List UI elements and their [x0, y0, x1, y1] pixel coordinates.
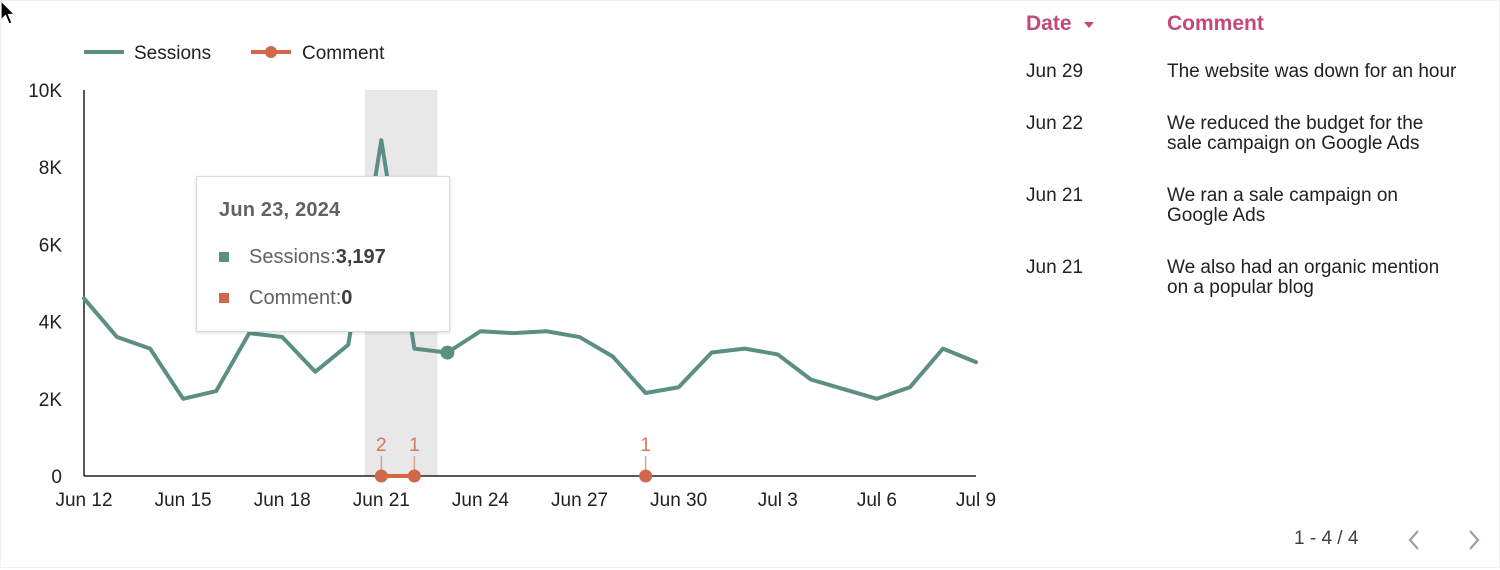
row-comment: The website was down for an hour [1167, 62, 1497, 82]
y-axis-ticks: 0 2K 4K 6K 8K 10K [28, 81, 62, 488]
legend-sessions-label: Sessions [134, 43, 211, 64]
row-comment: We reduced the budget for the sale campa… [1167, 114, 1497, 154]
tooltip-sessions-label: Sessions: [249, 245, 336, 268]
column-header-comment[interactable]: Comment [1167, 12, 1264, 35]
row-comment-line: sale campaign on Google Ads [1167, 133, 1420, 154]
x-tick-label: Jun 27 [551, 490, 608, 511]
y-tick-label: 2K [39, 390, 63, 411]
comment-count-label: 1 [409, 435, 420, 456]
y-tick-label: 6K [39, 235, 63, 256]
tooltip-comment-label: Comment: [249, 286, 342, 309]
legend-item-sessions[interactable]: Sessions [84, 43, 211, 64]
comment-count-label: 2 [376, 435, 387, 456]
tooltip-sessions-value: 3,197 [335, 245, 386, 268]
row-date: Jun 21 [1026, 185, 1084, 206]
row-comment-line: We also had an organic mention [1167, 257, 1440, 278]
x-tick-label: Jul 3 [758, 490, 798, 511]
chart-tooltip: Jun 23, 2024 Sessions: 3,197 Comment: 0 [196, 176, 450, 332]
tooltip-title: Jun 23, 2024 [219, 199, 341, 221]
row-comment-line: We ran a sale campaign on [1167, 185, 1398, 206]
x-tick-label: Jun 12 [55, 490, 112, 511]
comment-point [639, 469, 653, 483]
y-tick-label: 0 [51, 467, 62, 488]
sort-descending-icon[interactable] [1083, 22, 1094, 28]
sessions-chart[interactable]: Sessions Comment 0 2K 4K 6K 8K 10K Jun 12 Jun … [0, 0, 1010, 570]
x-tick-label: Jun 21 [353, 490, 410, 511]
y-tick-label: 4K [39, 313, 63, 334]
tooltip-sessions-swatch [219, 252, 229, 262]
x-tick-label: Jul 9 [956, 490, 996, 511]
column-header-date[interactable]: Date [1026, 12, 1094, 36]
row-comment: We ran a sale campaign on Google Ads [1167, 186, 1497, 226]
row-comment-line: on a popular blog [1167, 277, 1314, 298]
y-tick-label: 8K [39, 158, 63, 179]
tooltip-row-sessions: Sessions: 3,197 [219, 244, 449, 270]
comment-point [407, 469, 421, 483]
x-tick-label: Jun 30 [650, 490, 707, 511]
tooltip-row-comment: Comment: 0 [219, 285, 449, 311]
sessions-hover-point [440, 345, 455, 360]
tooltip-comment-swatch [219, 293, 229, 303]
row-date: Jun 29 [1026, 61, 1084, 82]
row-comment-line: The website was down for an hour [1167, 61, 1457, 82]
comment-series[interactable]: 2 1 1 [374, 435, 653, 483]
comments-table: Date Comment Jun 29 The website was down… [1010, 0, 1498, 570]
next-page-button[interactable] [1460, 526, 1488, 554]
row-comment: We also had an organic mention on a popu… [1167, 258, 1497, 298]
pagination-status: 1 - 4 / 4 [1294, 528, 1359, 549]
x-tick-label: Jun 18 [254, 490, 311, 511]
legend-item-comment[interactable]: Comment [251, 43, 385, 64]
row-date: Jun 22 [1026, 113, 1084, 134]
row-comment-line: Google Ads [1167, 205, 1266, 226]
comment-point [374, 469, 388, 483]
mouse-pointer-icon [0, 0, 16, 25]
tooltip-comment-value: 0 [341, 286, 353, 309]
sessions-series-line[interactable] [82, 138, 978, 401]
x-axis-ticks: Jun 12 Jun 15 Jun 18 Jun 21 Jun 24 Jun 27 Jun … [55, 490, 996, 511]
x-tick-label: Jun 24 [452, 490, 509, 511]
x-tick-label: Jun 15 [155, 490, 212, 511]
comment-count-label: 1 [640, 435, 651, 456]
column-header-date-label: Date [1026, 12, 1072, 35]
legend-comment-dot [265, 46, 277, 58]
row-date: Jun 21 [1026, 257, 1084, 278]
x-tick-label: Jul 6 [857, 490, 897, 511]
chevron-left-icon [1408, 530, 1419, 550]
legend[interactable]: Sessions Comment [84, 43, 385, 64]
legend-comment-label: Comment [302, 43, 385, 64]
chevron-right-icon [1469, 530, 1480, 550]
y-tick-label: 10K [28, 81, 62, 102]
sessions-series-points [440, 345, 455, 360]
previous-page-button[interactable] [1400, 526, 1428, 554]
row-comment-line: We reduced the budget for the [1167, 113, 1424, 134]
